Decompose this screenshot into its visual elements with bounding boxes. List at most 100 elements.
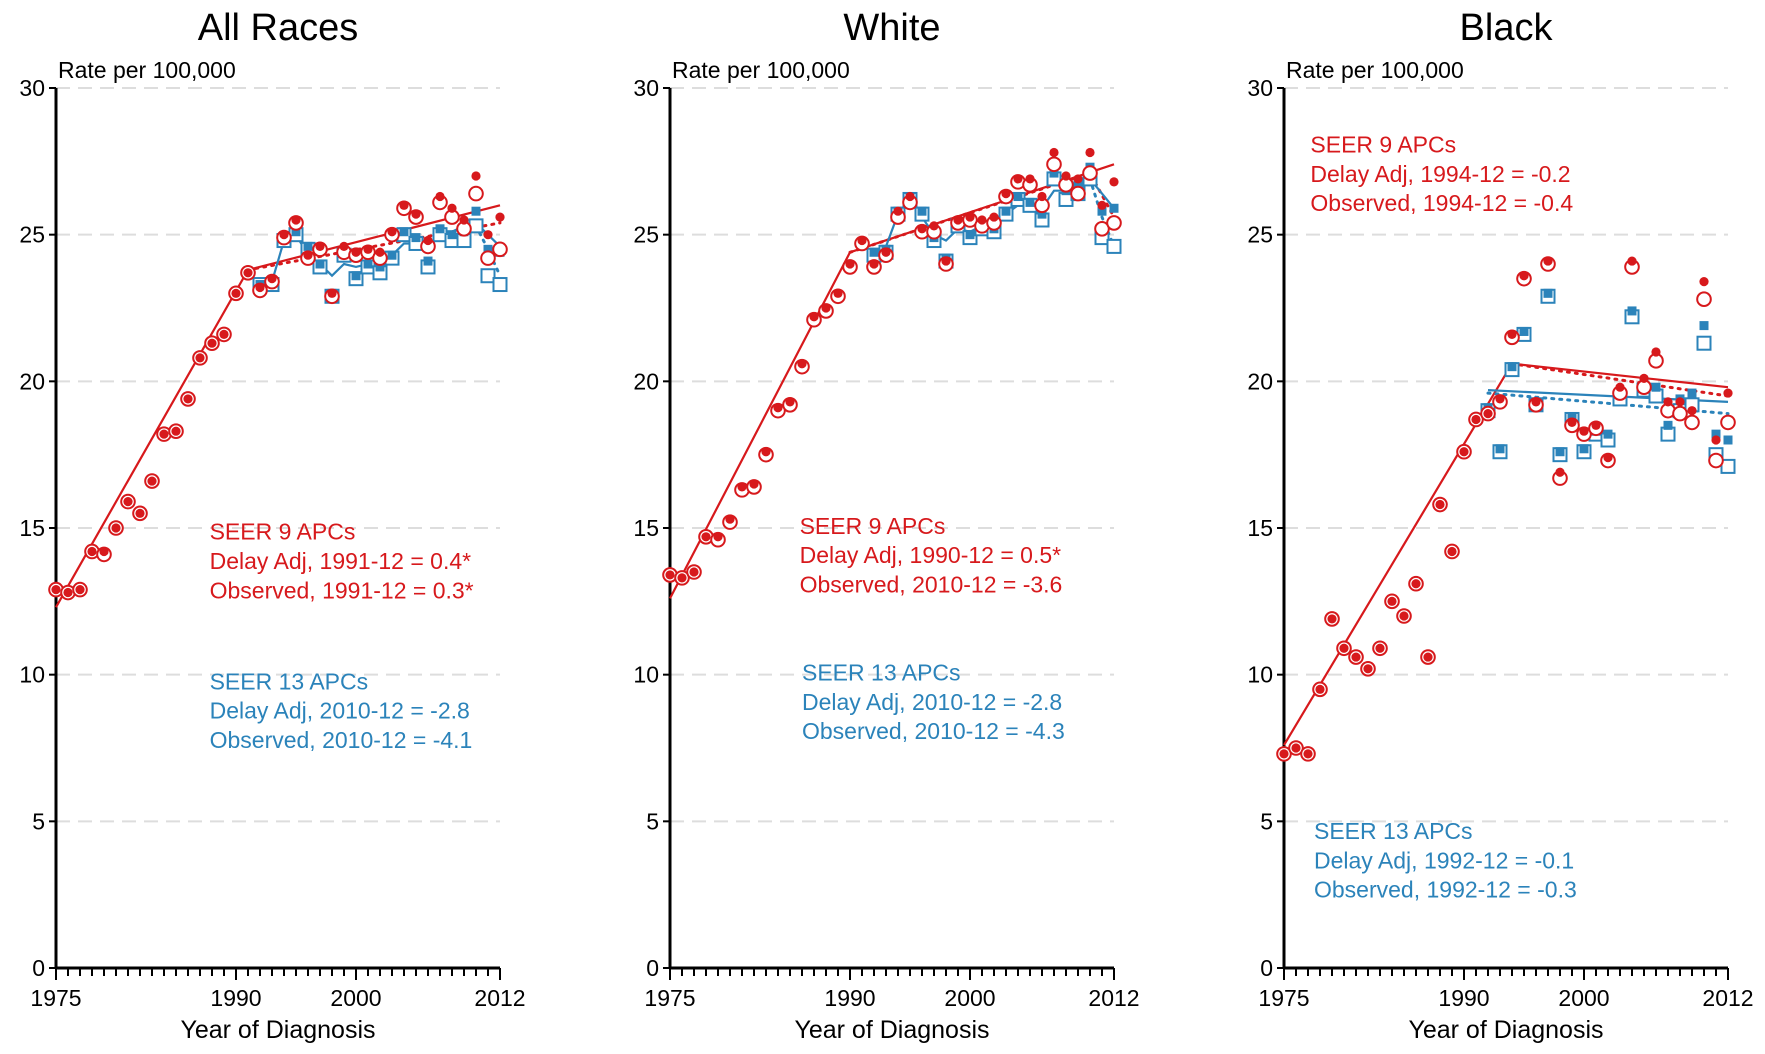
data-point — [1082, 165, 1098, 181]
data-point — [1046, 156, 1062, 173]
y-tick-label: 0 — [646, 955, 659, 981]
data-point — [1720, 458, 1736, 474]
data-point — [785, 397, 795, 407]
data-point — [1094, 221, 1110, 237]
data-point — [1315, 684, 1325, 694]
data-point — [255, 282, 265, 293]
data-point — [1013, 174, 1023, 184]
y-axis-label: Rate per 100,000 — [58, 57, 236, 83]
data-point — [1555, 467, 1565, 477]
data-point — [1097, 206, 1107, 216]
data-point — [917, 206, 927, 216]
data-point — [1708, 452, 1724, 469]
data-point — [1061, 171, 1071, 181]
data-point — [243, 268, 253, 278]
data-point — [1001, 189, 1011, 199]
data-point — [701, 532, 711, 542]
data-point — [1291, 743, 1301, 753]
data-point — [1423, 652, 1433, 662]
data-point — [459, 215, 469, 225]
data-point — [183, 394, 193, 404]
y-tick-label: 20 — [633, 368, 659, 394]
y-tick-label: 0 — [32, 955, 45, 981]
data-point — [363, 259, 373, 269]
data-point — [1699, 321, 1709, 331]
data-point — [63, 587, 73, 598]
data-point — [171, 426, 181, 436]
y-tick-label: 10 — [19, 662, 45, 688]
data-point — [351, 247, 361, 257]
y-tick-label: 5 — [646, 808, 659, 834]
data-point — [869, 247, 879, 257]
y-tick-label: 10 — [1247, 662, 1273, 688]
data-point — [447, 203, 457, 213]
data-point — [1339, 643, 1349, 653]
apc-annotation: Observed, 2010-12 = -4.1 — [210, 727, 473, 753]
apc-annotation: Delay Adj, 1994-12 = -0.2 — [1310, 161, 1570, 187]
data-point — [1627, 306, 1637, 316]
data-point — [123, 497, 133, 507]
data-point — [1097, 200, 1107, 210]
y-tick-label: 0 — [1260, 955, 1273, 981]
data-point — [363, 244, 373, 254]
x-tick-label: 2000 — [330, 985, 381, 1011]
data-point — [159, 429, 169, 439]
data-point — [665, 570, 675, 580]
y-tick-label: 30 — [1247, 75, 1273, 101]
data-point — [1037, 191, 1047, 202]
data-point — [483, 230, 493, 240]
data-point — [387, 250, 397, 260]
data-point — [1567, 417, 1577, 427]
data-point — [1483, 409, 1493, 419]
data-point — [833, 288, 843, 298]
data-point — [1567, 412, 1577, 422]
data-point — [1519, 271, 1529, 281]
y-tick-label: 30 — [19, 75, 45, 101]
data-point — [1543, 256, 1553, 266]
data-point — [267, 274, 277, 284]
data-point — [315, 241, 325, 251]
data-point — [423, 235, 433, 246]
data-point — [1687, 388, 1697, 398]
data-point — [677, 573, 687, 583]
apc-annotation: Observed, 1991-12 = 0.3* — [210, 577, 474, 603]
x-tick-label: 1975 — [1258, 985, 1309, 1011]
y-tick-label: 25 — [633, 222, 659, 248]
chart-panel-all-races: All Races 0 5 10 15 20 25 30 Rate per 100,000 197… — [19, 7, 525, 1044]
data-point — [1025, 197, 1035, 207]
data-point — [471, 206, 481, 216]
data-point — [399, 227, 409, 237]
data-point — [483, 244, 493, 254]
data-point — [1684, 414, 1700, 431]
data-point — [1531, 397, 1541, 407]
data-point — [1615, 382, 1625, 392]
data-point — [1459, 447, 1469, 457]
data-point — [1303, 749, 1313, 759]
x-tick-label: 2000 — [944, 985, 995, 1011]
chart-panel-white: White 0 5 10 15 20 25 30 Rate per 100,000 1975 199… — [633, 7, 1139, 1044]
data-point — [1085, 147, 1095, 158]
data-point — [857, 235, 867, 246]
data-point — [749, 479, 759, 489]
y-axis-label: Rate per 100,000 — [1286, 57, 1464, 83]
data-point — [1106, 238, 1122, 254]
data-point — [1543, 288, 1553, 298]
data-point — [471, 171, 481, 181]
y-tick-label: 5 — [1260, 808, 1273, 834]
data-point — [231, 288, 241, 298]
data-point — [99, 546, 109, 557]
data-point — [1447, 546, 1457, 557]
data-point — [411, 233, 421, 243]
data-point — [809, 312, 819, 322]
data-point — [1711, 435, 1721, 445]
data-point — [135, 508, 145, 518]
apc-annotation: SEER 13 APCs — [210, 668, 369, 694]
x-axis-label: Year of Diagnosis — [1408, 1016, 1603, 1044]
data-point — [1411, 579, 1421, 589]
data-point — [1363, 664, 1373, 674]
data-point — [965, 212, 975, 222]
data-point — [965, 230, 975, 240]
y-tick-label: 15 — [19, 515, 45, 541]
data-point — [339, 241, 349, 251]
